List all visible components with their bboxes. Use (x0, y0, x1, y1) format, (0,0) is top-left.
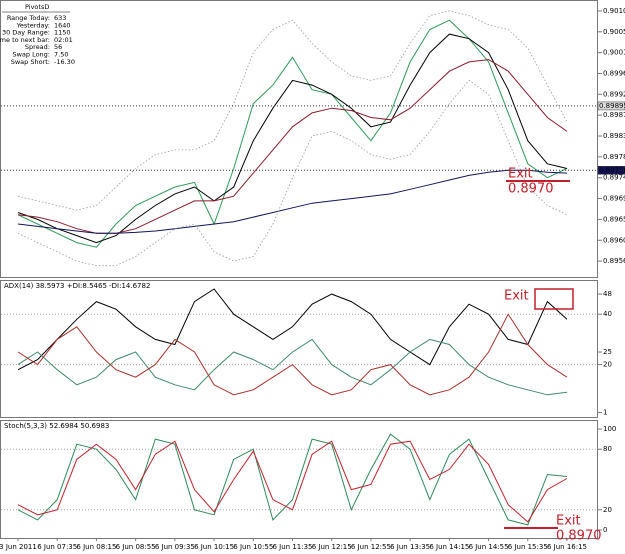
x-tick-label: 6 Jun 11:35 (272, 543, 312, 551)
info-box: PivotsD Range Today: 633 Yesterday: 1640 30 … (0, 3, 75, 66)
info-value: -16.30 (54, 58, 75, 66)
y-tick-label: 0.89875 (603, 111, 625, 119)
series-line (17, 10, 568, 211)
x-tick-label: 6 Jun 15:35 (508, 543, 548, 551)
y-tick-label: 0.89830 (603, 132, 625, 140)
info-label: Time to next bar: (0, 36, 50, 44)
y-tick-label: 0.89740 (603, 174, 625, 182)
series-line (17, 288, 568, 371)
info-value: 1640 (54, 21, 71, 29)
price-label: 0.89756 (599, 166, 625, 174)
y-tick-label: 0.89560 (603, 257, 625, 265)
y-tick-label: 20 (603, 361, 612, 369)
y-tick-label: 0.89965 (603, 69, 625, 77)
info-value: 56 (54, 43, 62, 51)
x-tick-label: 6 Jun 08:55 (116, 543, 156, 551)
info-label: 30 Day Range: (2, 29, 50, 37)
series-line (17, 33, 568, 244)
series-line (17, 79, 568, 267)
series-line (17, 169, 568, 234)
y-tick-label: 48 (603, 290, 612, 298)
x-tick-label: 6 Jun 10:15 (194, 543, 234, 551)
price-label-box (597, 101, 625, 111)
y-tick-label: 0 (603, 526, 607, 534)
y-tick-label: 80 (603, 445, 612, 453)
x-tick-label: 6 Jun 14:15 (429, 543, 469, 551)
info-value: 633 (54, 14, 66, 22)
x-tick-label: 6 Jun 07:35 (37, 543, 77, 551)
x-tick-label: 6 Jun 16:15 (547, 543, 587, 551)
panel-title: ADX(14) 38.5973 +DI:8.5465 -DI:14.6782 (4, 282, 150, 290)
annotation: 0.8970 (508, 182, 554, 197)
info-value: 1150 (54, 29, 71, 37)
y-tick-label: 25 (603, 348, 612, 356)
info-label: Spread: (25, 43, 50, 51)
annotation: Exit (508, 167, 533, 182)
x-tick-label: 6 Jun 12:55 (351, 543, 391, 551)
y-tick-label: 1 (603, 408, 607, 416)
price-label: 0.89895 (599, 102, 625, 110)
y-tick-label: 20 (603, 506, 612, 514)
exit-box (534, 288, 574, 310)
annotation: Exit (504, 289, 529, 304)
info-label: Range Today: (7, 14, 50, 22)
y-tick-label: 0.90010 (603, 49, 625, 57)
x-tick-label: 6 Jun 09:35 (155, 543, 195, 551)
y-tick-label: 0.90100 (603, 7, 625, 15)
info-label: Yesterday: (16, 21, 50, 29)
info-label: Swap Short: (11, 58, 50, 66)
price-panel (0, 0, 598, 278)
series-line (17, 313, 568, 396)
series-line (17, 19, 568, 248)
info-value: 02:01 (54, 36, 73, 44)
x-tick-label: 6 Jun 13:35 (390, 543, 430, 551)
y-tick-label: 0.89920 (603, 90, 625, 98)
info-title: PivotsD (25, 3, 49, 11)
annotation: Exit (556, 514, 581, 529)
panel-title: Stoch(5,3,3) 52.6984 50.6983 (4, 422, 109, 430)
y-tick-label: 40 (603, 310, 612, 318)
annotation: 0.8970 (556, 529, 602, 544)
x-tick-label: 6 Jun 10:55 (233, 543, 273, 551)
y-tick-label: 100 (603, 425, 616, 433)
x-tick-label: 6 Jun 08:15 (76, 543, 116, 551)
info-value: 7.50 (54, 51, 68, 59)
x-tick-label: 3 Jun 2011 (0, 543, 37, 551)
y-tick-label: 0.89695 (603, 195, 625, 203)
y-tick-label: 0.89650 (603, 215, 625, 223)
series-line (17, 433, 568, 526)
price-label-box (597, 166, 625, 175)
series-line (17, 440, 568, 523)
info-label: Swap Long: (12, 51, 50, 59)
annotations: Exit 0.8970 Exit Exit 0.8970 (504, 167, 602, 544)
y-tick-label: 0.89785 (603, 153, 625, 161)
y-tick-label: 0.90055 (603, 28, 625, 36)
x-tick-label: 6 Jun 14:55 (469, 543, 509, 551)
x-tick-label: 6 Jun 12:15 (312, 543, 352, 551)
y-tick-label: 0.89605 (603, 236, 625, 244)
